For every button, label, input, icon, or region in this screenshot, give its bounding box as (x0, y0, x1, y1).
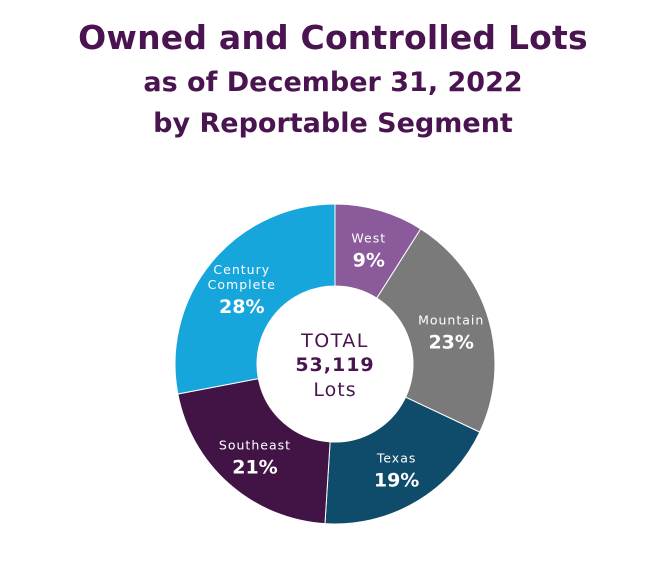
slice-value-texas: 19% (374, 470, 419, 492)
center-total-label: TOTAL (300, 330, 369, 352)
donut-slices (174, 203, 496, 525)
slice-name-century-complete: Complete (208, 277, 276, 292)
title-line-1: Owned and Controlled Lots (78, 18, 588, 57)
slice-name-west: West (351, 230, 386, 245)
slice-name-mountain: Mountain (418, 313, 484, 328)
slice-value-century-complete: 28% (219, 296, 264, 318)
slice-value-mountain: 23% (428, 332, 473, 354)
slice-name-texas: Texas (376, 451, 417, 466)
center-total-value: 53,119 (295, 354, 374, 376)
slice-labels: West 9% Mountain 23% Texas 19% Southeast 21% Cen… (208, 230, 484, 492)
donut-hole (257, 286, 413, 442)
slice-name-century-complete: Century (213, 262, 270, 277)
slice-name-southeast: Southeast (219, 437, 291, 452)
slice-value-southeast: 21% (232, 456, 277, 478)
title-line-2: as of December 31, 2022 (143, 67, 523, 98)
slice-value-west: 9% (353, 249, 385, 271)
center-total-unit: Lots (313, 379, 356, 401)
title-line-3: by Reportable Segment (153, 108, 513, 139)
